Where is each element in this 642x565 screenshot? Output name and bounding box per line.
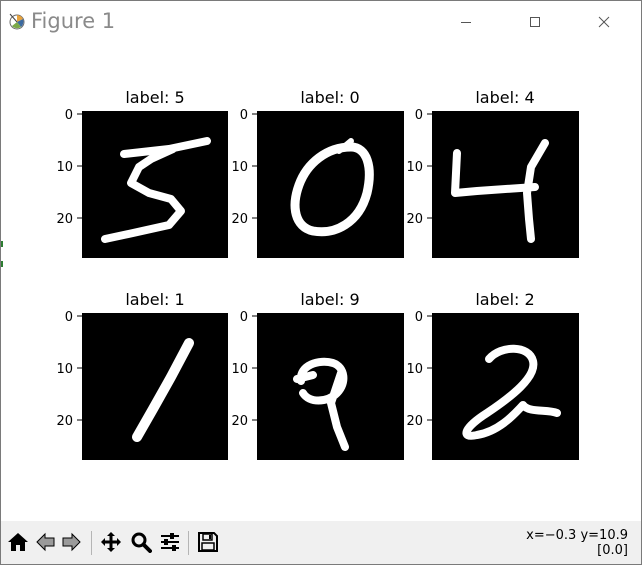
maximize-icon	[530, 17, 540, 27]
digit-stroke	[451, 139, 549, 243]
navigation-toolbar: x=−0.3 y=10.9 [0.0]	[1, 521, 641, 564]
subplot-title: label: 9	[300, 290, 359, 309]
digit-image-frame	[257, 111, 404, 258]
y-tick-label: 20	[406, 414, 423, 429]
y-tick-label: 0	[65, 108, 73, 123]
subplot-2: label: 0 0 10 20	[231, 88, 404, 258]
save-icon	[198, 532, 218, 552]
y-tick-label: 0	[240, 310, 248, 325]
subplot-3: label: 4 0 10 20	[406, 88, 579, 258]
minimize-button[interactable]	[443, 7, 489, 37]
forward-arrow-icon	[62, 532, 81, 552]
cursor-xy-readout: x=−0.3 y=10.9	[526, 528, 628, 543]
close-icon	[598, 16, 610, 28]
forward-button[interactable]	[61, 531, 83, 553]
home-icon	[8, 533, 28, 551]
canvas-edge-mark	[1, 241, 3, 247]
subplot-title: label: 0	[300, 88, 359, 107]
subplot-title: label: 2	[475, 290, 534, 309]
y-tick-label: 0	[240, 108, 248, 123]
y-tick-label: 0	[415, 108, 423, 123]
subplot-5: label: 9 0 10 20	[231, 290, 404, 460]
configure-subplots-button[interactable]	[159, 531, 181, 553]
subplot-4: label: 1 0 10 20	[56, 290, 228, 460]
y-tick-label: 20	[231, 414, 248, 429]
digit-image-frame	[432, 313, 579, 460]
y-tick-label: 10	[56, 160, 73, 175]
subplot-title: label: 1	[125, 290, 184, 309]
digit-image-frame	[82, 111, 228, 258]
matplotlib-app-icon	[9, 13, 25, 30]
home-button[interactable]	[7, 531, 29, 553]
save-button[interactable]	[197, 531, 219, 553]
y-tick-label: 0	[65, 310, 73, 325]
minimize-icon	[461, 22, 471, 23]
y-tick-label: 10	[231, 362, 248, 377]
toolbar-separator	[188, 531, 189, 555]
y-tick-label: 10	[406, 362, 423, 377]
y-tick-label: 10	[406, 160, 423, 175]
y-tick-label: 20	[406, 212, 423, 227]
digit-stroke	[132, 338, 194, 442]
digit-stroke	[101, 137, 211, 243]
cursor-value-readout: [0.0]	[597, 543, 628, 558]
title-bar[interactable]: Figure 1	[1, 1, 641, 43]
close-button[interactable]	[581, 7, 627, 37]
y-tick-label: 10	[231, 160, 248, 175]
y-tick-label: 10	[56, 362, 73, 377]
cursor-coordinates: x=−0.3 y=10.9 [0.0]	[526, 528, 628, 558]
toolbar-separator	[91, 531, 92, 555]
subplot-6: label: 2 0 10 20	[406, 290, 579, 460]
canvas-edge-mark	[1, 261, 3, 267]
digit-stroke	[293, 357, 349, 451]
subplot-grid: label: 5 0 10 20 label: 0	[56, 88, 579, 460]
y-tick-label: 20	[56, 212, 73, 227]
subplot-title: label: 5	[125, 88, 184, 107]
y-tick-label: 0	[415, 310, 423, 325]
digit-stroke	[290, 142, 374, 237]
figure-canvas[interactable]: label: 5 0 10 20 label: 0	[1, 43, 641, 521]
pan-button[interactable]	[100, 531, 122, 553]
back-button[interactable]	[34, 531, 56, 553]
digit-stroke	[336, 138, 354, 154]
back-arrow-icon	[36, 532, 55, 552]
window-title: Figure 1	[31, 9, 116, 33]
y-tick-label: 20	[231, 212, 248, 227]
maximize-button[interactable]	[512, 7, 558, 37]
digit-stroke	[462, 344, 561, 440]
digit-image-frame	[82, 313, 228, 460]
digit-image-frame	[257, 313, 404, 460]
configure-subplots-icon	[161, 533, 179, 551]
pan-icon	[101, 532, 121, 552]
y-tick-label: 20	[56, 414, 73, 429]
subplot-1: label: 5 0 10 20	[56, 88, 228, 258]
subplot-title: label: 4	[475, 88, 534, 107]
zoom-icon	[131, 532, 152, 553]
zoom-button[interactable]	[130, 531, 152, 553]
